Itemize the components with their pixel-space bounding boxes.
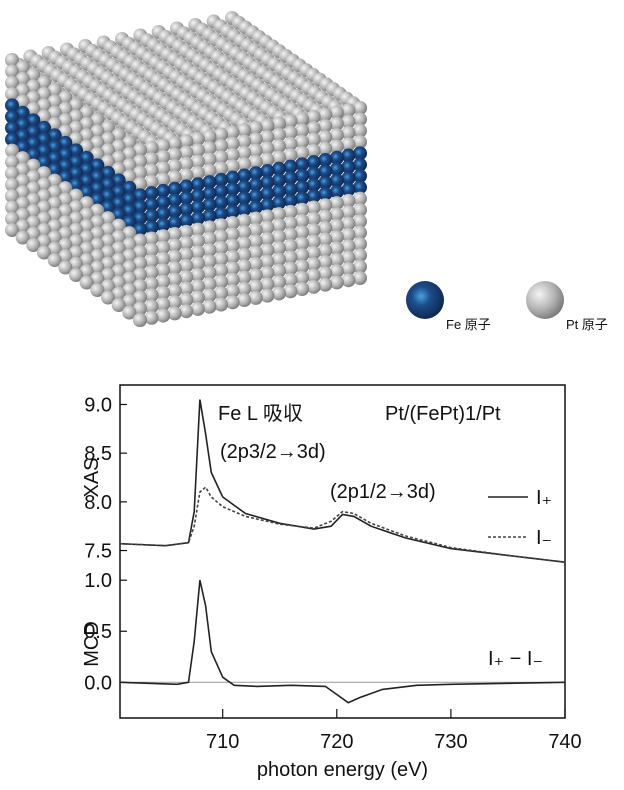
- fe-legend-atom: [406, 281, 444, 319]
- pt-atom: [226, 295, 240, 309]
- y-tick-label: 9.0: [84, 394, 112, 416]
- pt-atom: [284, 284, 298, 298]
- y-tick-label: 0.0: [84, 672, 112, 694]
- pt-atom: [249, 291, 263, 305]
- pt-atom: [260, 289, 274, 303]
- series-line: [120, 580, 565, 703]
- atom-lattice: [5, 11, 367, 327]
- y-tick-label: 1.0: [84, 570, 112, 592]
- x-axis-label: photon energy (eV): [257, 759, 428, 781]
- y-axis-label: XAS: [81, 457, 103, 497]
- pt-legend-atom: [526, 281, 564, 319]
- annotation: Fe L 吸収: [218, 402, 303, 425]
- pt-atom: [330, 275, 344, 289]
- pt-atom: [133, 313, 147, 327]
- pt-atom: [202, 300, 216, 314]
- pt-atom: [145, 311, 159, 325]
- pt-atom: [168, 306, 182, 320]
- pt-atom: [307, 280, 321, 294]
- x-tick-label: 710: [206, 731, 239, 753]
- pt-legend-label: Pt 原子: [566, 317, 608, 332]
- annotation: I₊ − I₋: [488, 648, 543, 670]
- spectra: 7.58.08.59.0XASFe L 吸収(2p3/2→3d)Pt/(FePt…: [81, 385, 582, 781]
- fe-legend-label: Fe 原子: [446, 317, 491, 332]
- pt-atom: [272, 286, 286, 300]
- pt-atom: [156, 309, 170, 323]
- annotation: Pt/(FePt)1/Pt: [385, 403, 501, 425]
- x-tick-label: 740: [548, 731, 581, 753]
- pt-atom: [179, 304, 193, 318]
- legend-label: I₋: [536, 527, 552, 549]
- y-tick-label: 7.5: [84, 541, 112, 563]
- y-axis-label: MCD: [81, 621, 103, 667]
- pt-atom: [353, 271, 367, 285]
- pt-atom: [341, 273, 355, 287]
- pt-atom: [318, 278, 332, 292]
- annotation: (2p1/2→3d): [330, 481, 436, 503]
- pt-atom: [295, 282, 309, 296]
- page: Fe 原子 Pt 原子 7.58.08.59.0XASFe L 吸収(2p3/2…: [0, 0, 624, 790]
- pt-atom: [214, 298, 228, 312]
- annotation: (2p3/2→3d): [220, 441, 326, 463]
- x-tick-label: 730: [434, 731, 467, 753]
- legend-label: I₊: [536, 487, 552, 509]
- figure: Fe 原子 Pt 原子 7.58.08.59.0XASFe L 吸収(2p3/2…: [0, 0, 624, 785]
- pt-atom: [237, 293, 251, 307]
- x-tick-label: 720: [320, 731, 353, 753]
- pt-atom: [191, 302, 205, 316]
